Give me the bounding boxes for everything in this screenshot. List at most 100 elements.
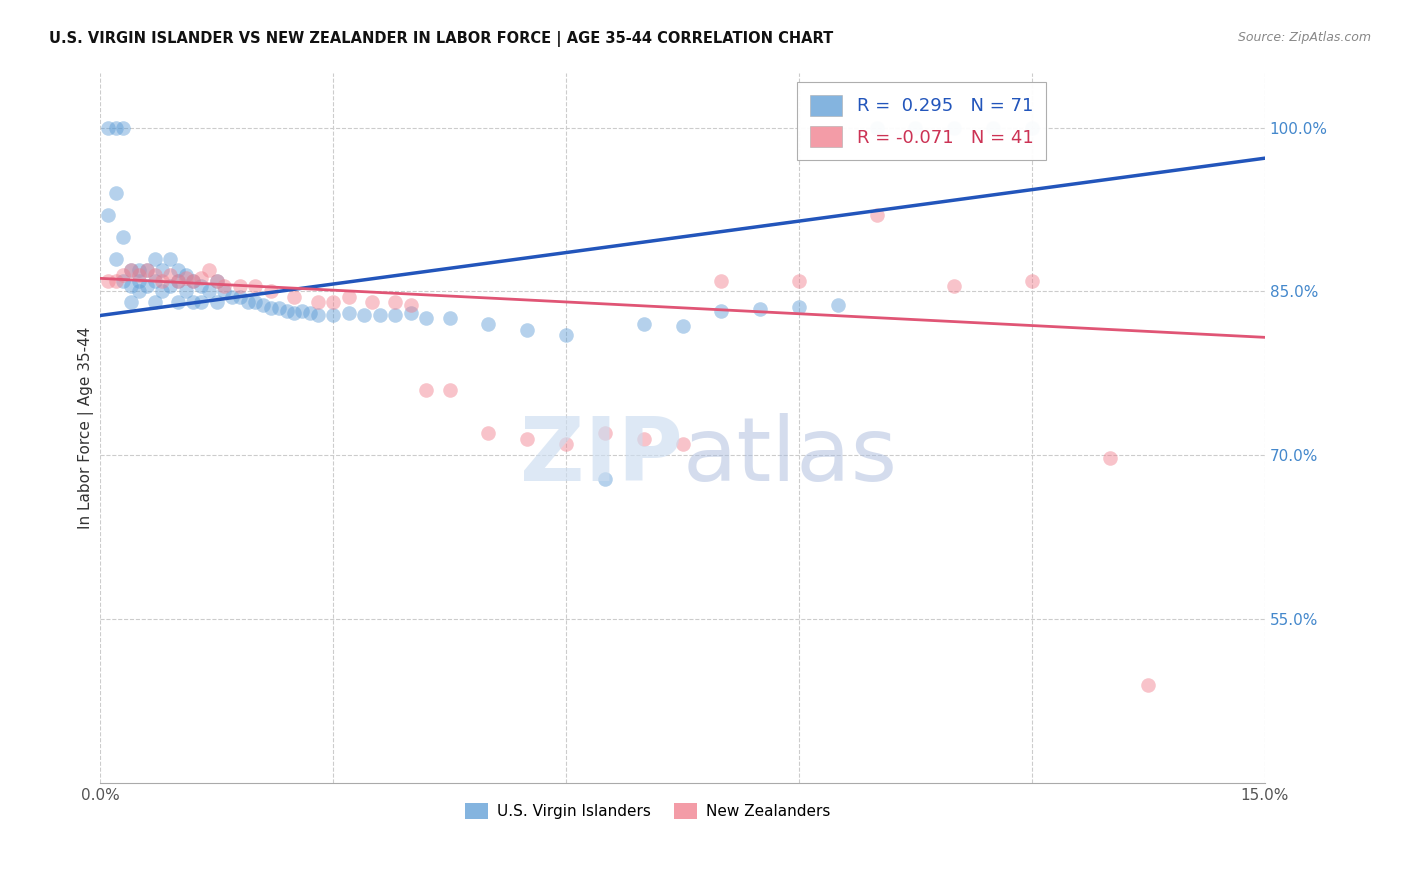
- Point: [787, 274, 810, 288]
- Point: [120, 295, 142, 310]
- Point: [97, 208, 120, 222]
- Point: [174, 285, 197, 299]
- Point: [710, 274, 733, 288]
- Point: [260, 301, 283, 315]
- Point: [214, 285, 236, 299]
- Point: [166, 295, 188, 310]
- Point: [981, 120, 1004, 135]
- Point: [135, 279, 157, 293]
- Point: [245, 295, 267, 310]
- Legend: U.S. Virgin Islanders, New Zealanders: U.S. Virgin Islanders, New Zealanders: [458, 797, 837, 825]
- Point: [174, 268, 197, 282]
- Point: [97, 274, 120, 288]
- Point: [205, 274, 228, 288]
- Point: [337, 290, 360, 304]
- Point: [150, 274, 173, 288]
- Point: [128, 285, 150, 299]
- Point: [865, 120, 887, 135]
- Point: [104, 186, 127, 201]
- Point: [112, 274, 135, 288]
- Point: [555, 328, 578, 343]
- Point: [166, 274, 188, 288]
- Point: [128, 268, 150, 282]
- Point: [128, 274, 150, 288]
- Text: Source: ZipAtlas.com: Source: ZipAtlas.com: [1237, 31, 1371, 45]
- Point: [516, 323, 538, 337]
- Point: [710, 304, 733, 318]
- Point: [229, 290, 252, 304]
- Point: [298, 306, 321, 320]
- Y-axis label: In Labor Force | Age 35-44: In Labor Force | Age 35-44: [79, 326, 94, 529]
- Point: [276, 304, 298, 318]
- Point: [120, 262, 142, 277]
- Point: [150, 285, 173, 299]
- Point: [183, 274, 205, 288]
- Point: [904, 120, 927, 135]
- Point: [943, 279, 966, 293]
- Point: [166, 274, 188, 288]
- Point: [135, 262, 157, 277]
- Point: [439, 383, 461, 397]
- Point: [143, 274, 166, 288]
- Point: [252, 297, 274, 311]
- Text: atlas: atlas: [682, 413, 897, 500]
- Point: [150, 262, 173, 277]
- Text: U.S. VIRGIN ISLANDER VS NEW ZEALANDER IN LABOR FORCE | AGE 35-44 CORRELATION CHA: U.S. VIRGIN ISLANDER VS NEW ZEALANDER IN…: [49, 31, 834, 47]
- Point: [1137, 678, 1160, 692]
- Point: [198, 285, 221, 299]
- Point: [633, 432, 655, 446]
- Point: [183, 274, 205, 288]
- Point: [104, 274, 127, 288]
- Point: [205, 274, 228, 288]
- Point: [827, 297, 849, 311]
- Point: [477, 426, 499, 441]
- Point: [633, 317, 655, 331]
- Point: [787, 300, 810, 314]
- Point: [322, 295, 344, 310]
- Point: [104, 120, 127, 135]
- Point: [260, 285, 283, 299]
- Point: [183, 295, 205, 310]
- Point: [865, 208, 887, 222]
- Point: [516, 432, 538, 446]
- Point: [439, 310, 461, 325]
- Point: [593, 472, 616, 486]
- Point: [267, 301, 290, 315]
- Point: [159, 268, 181, 282]
- Point: [353, 309, 375, 323]
- Point: [671, 437, 693, 451]
- Point: [322, 309, 344, 323]
- Point: [399, 297, 422, 311]
- Point: [1021, 120, 1043, 135]
- Point: [593, 426, 616, 441]
- Point: [159, 279, 181, 293]
- Point: [112, 230, 135, 244]
- Point: [399, 306, 422, 320]
- Point: [749, 301, 772, 316]
- Point: [245, 279, 267, 293]
- Point: [120, 262, 142, 277]
- Point: [368, 309, 391, 323]
- Point: [555, 437, 578, 451]
- Point: [229, 279, 252, 293]
- Point: [1098, 450, 1121, 465]
- Point: [97, 120, 120, 135]
- Point: [143, 252, 166, 266]
- Point: [415, 310, 437, 325]
- Point: [174, 271, 197, 285]
- Point: [671, 319, 693, 334]
- Text: ZIP: ZIP: [520, 413, 682, 500]
- Point: [337, 306, 360, 320]
- Point: [104, 252, 127, 266]
- Point: [307, 295, 329, 310]
- Point: [143, 295, 166, 310]
- Point: [291, 304, 314, 318]
- Point: [384, 309, 406, 323]
- Point: [415, 383, 437, 397]
- Point: [214, 279, 236, 293]
- Point: [943, 120, 966, 135]
- Point: [361, 295, 384, 310]
- Point: [1021, 274, 1043, 288]
- Point: [135, 262, 157, 277]
- Point: [112, 268, 135, 282]
